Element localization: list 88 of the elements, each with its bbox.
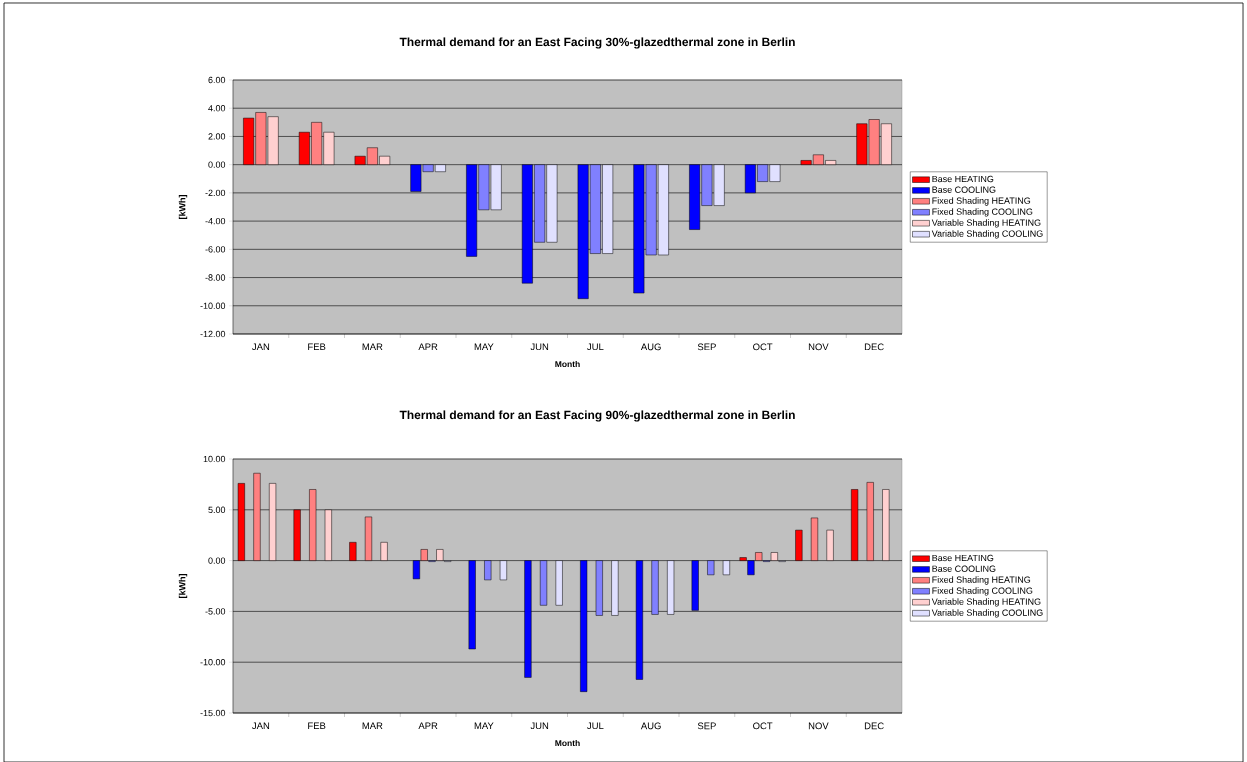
x-tick-label: DEC (864, 343, 884, 351)
bar (826, 529, 834, 561)
x-tick-label: JAN (252, 722, 270, 730)
bar (293, 509, 301, 561)
x-tick-label: JUN (530, 722, 549, 730)
bar (324, 509, 332, 561)
y-tick-label: -15.00 (200, 709, 226, 717)
x-tick-label: NOV (808, 343, 829, 351)
legend-label: Fixed Shading HEATING (932, 197, 1031, 206)
x-tick-label: OCT (753, 343, 773, 351)
legend-label: Base COOLING (932, 565, 996, 572)
x-tick-label: JUL (587, 722, 604, 730)
x-tick-label: MAY (474, 343, 494, 351)
bar (269, 483, 277, 561)
bar (237, 483, 245, 561)
x-axis-title: Month (555, 360, 580, 368)
legend-label: Base HEATING (932, 175, 994, 183)
legend-label: Variable Shading COOLING (931, 609, 1043, 618)
legend-label: Fixed Shading COOLING (932, 587, 1033, 596)
bar (468, 560, 476, 650)
x-tick-label: SEP (697, 343, 716, 351)
y-tick-label: 5.00 (208, 506, 226, 513)
chart-title: Thermal demand for an East Facing 90%-glazedthermal zone in Berlin (399, 410, 795, 422)
bar (635, 560, 643, 680)
bar (253, 472, 261, 561)
x-tick-label: OCT (753, 722, 773, 730)
y-tick-label: 0.00 (208, 557, 226, 564)
bar (667, 560, 675, 615)
y-axis-title: [kWh] (178, 574, 188, 598)
x-tick-label: FEB (308, 722, 326, 730)
bar (651, 560, 659, 615)
bar (707, 560, 715, 576)
bar (795, 529, 803, 561)
x-tick-label: JAN (252, 343, 270, 351)
y-tick-label: -8.00 (205, 274, 226, 281)
y-tick-label: -10.00 (200, 659, 226, 666)
bar (349, 542, 357, 561)
bar (866, 482, 874, 561)
x-tick-label: FEB (308, 343, 326, 351)
bar (539, 560, 548, 606)
bar (484, 560, 492, 581)
legend-label: Variable Shading HEATING (931, 219, 1041, 228)
y-tick-label: -2.00 (205, 189, 226, 197)
bar (882, 489, 890, 561)
x-tick-label: AUG (640, 343, 661, 351)
bar (309, 489, 317, 561)
bar (691, 560, 699, 611)
x-tick-label: MAR (362, 722, 383, 730)
x-axis-title: Month (555, 739, 580, 747)
y-tick-label: 10.00 (203, 455, 226, 463)
y-tick-label: 4.00 (208, 105, 226, 112)
bar (499, 560, 507, 581)
y-tick-label: -5.00 (205, 608, 226, 615)
bar (524, 560, 532, 678)
bar (611, 560, 619, 616)
legend-label: Variable Shading HEATING (931, 598, 1041, 607)
legend-label: Base COOLING (932, 186, 996, 193)
legend-label: Fixed Shading HEATING (932, 576, 1031, 585)
y-tick-label: -10.00 (200, 302, 226, 309)
bar (380, 542, 388, 561)
bar (851, 489, 859, 561)
bar (595, 560, 603, 616)
y-tick-label: -4.00 (205, 217, 226, 225)
y-tick-label: -12.00 (200, 330, 226, 338)
y-tick-label: 6.00 (208, 76, 226, 84)
x-tick-label: AUG (640, 722, 661, 730)
x-tick-label: JUN (530, 343, 549, 351)
x-tick-label: APR (418, 343, 438, 351)
bar (722, 560, 730, 576)
legend-label: Fixed Shading COOLING (932, 208, 1033, 217)
chart-title: Thermal demand for an East Facing 30%-glazedthermal zone in Berlin (399, 37, 795, 49)
y-tick-label: 2.00 (208, 133, 226, 140)
bar (364, 516, 373, 561)
y-axis-title: [kWh] (178, 195, 188, 219)
x-tick-label: NOV (808, 722, 829, 730)
y-tick-label: 0.00 (208, 161, 226, 168)
x-tick-label: SEP (697, 722, 716, 730)
legend-label: Variable Shading COOLING (931, 230, 1043, 239)
bar (555, 560, 563, 606)
bar (810, 517, 819, 561)
x-tick-label: JUL (587, 343, 604, 351)
x-tick-label: APR (418, 722, 438, 730)
y-tick-label: -6.00 (205, 246, 226, 253)
x-tick-label: MAR (362, 343, 383, 351)
legend-label: Base HEATING (932, 554, 994, 562)
x-tick-label: DEC (864, 722, 884, 730)
x-tick-label: MAY (474, 722, 494, 730)
bar (580, 560, 588, 692)
